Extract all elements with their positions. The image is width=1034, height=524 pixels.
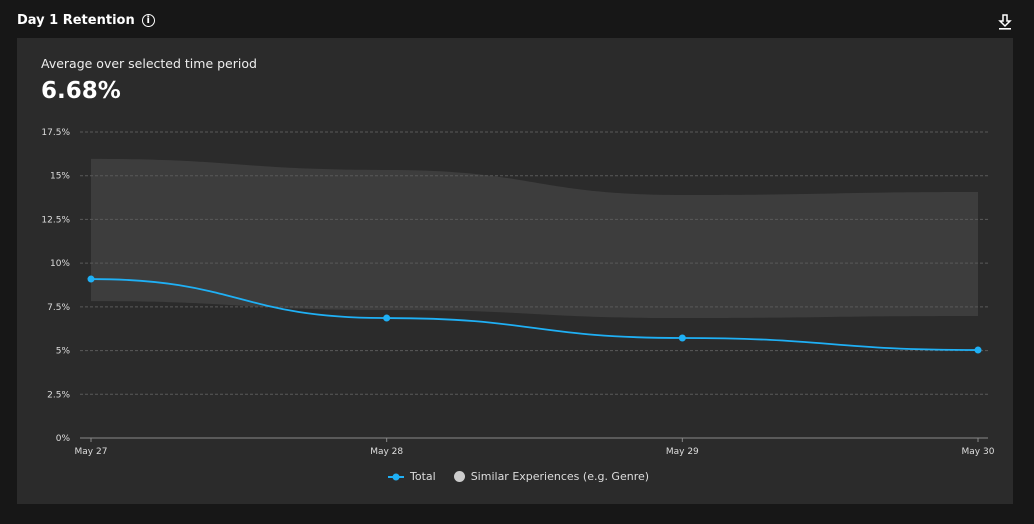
y-tick-label: 17.5%: [41, 128, 70, 138]
legend-label: Total: [410, 470, 436, 483]
total-data-point[interactable]: [87, 275, 95, 283]
total-data-point[interactable]: [974, 346, 982, 354]
info-icon[interactable]: i: [141, 14, 155, 27]
legend-item-total[interactable]: Total: [388, 470, 436, 483]
legend-circle-icon: [453, 471, 465, 482]
similar-experiences-band: [91, 158, 978, 319]
y-tick-label: 12.5%: [41, 215, 70, 225]
y-tick-label: 15%: [50, 172, 70, 182]
legend-label: Similar Experiences (e.g. Genre): [470, 470, 650, 483]
download-icon[interactable]: [998, 14, 1012, 30]
y-tick-label: 10%: [50, 259, 70, 269]
y-tick-label: 2.5%: [47, 390, 70, 400]
x-tick-label: May 29: [666, 447, 699, 457]
title-text: Day 1 Retention: [17, 13, 135, 28]
total-data-point[interactable]: [383, 314, 391, 322]
average-label: Average over selected time period: [41, 56, 257, 71]
y-tick-label: 7.5%: [47, 303, 70, 313]
y-tick-label: 5%: [56, 347, 71, 357]
x-tick-label: May 28: [370, 447, 403, 457]
average-value: 6.68%: [41, 78, 121, 104]
legend-item-similar[interactable]: Similar Experiences (e.g. Genre): [453, 470, 650, 483]
total-data-point[interactable]: [678, 334, 686, 342]
legend: Total Similar Experiences (e.g. Genre): [388, 470, 649, 483]
y-tick-label: 0%: [56, 434, 71, 444]
chart-title: Day 1 Retention i: [17, 13, 155, 28]
x-tick-label: May 27: [75, 447, 108, 457]
legend-line-marker-icon: [388, 473, 404, 480]
x-tick-label: May 30: [962, 447, 995, 457]
total-line: [90, 278, 979, 351]
